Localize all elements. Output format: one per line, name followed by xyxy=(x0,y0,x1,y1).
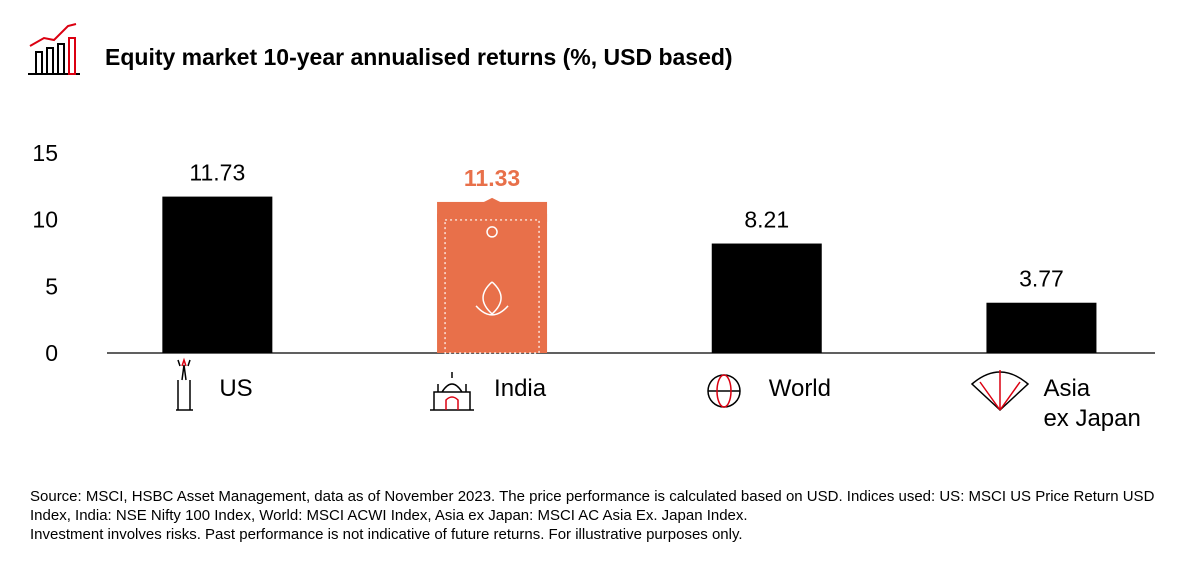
category-icons xyxy=(176,357,1030,412)
bar-pattern xyxy=(444,219,540,354)
chart-title: Equity market 10-year annualised returns… xyxy=(105,44,733,70)
value-label: 8.21 xyxy=(744,207,789,233)
bar xyxy=(711,243,822,353)
x-tick-label: Asia ex Japan xyxy=(1043,375,1141,432)
title-icon xyxy=(28,23,80,75)
x-tick-label: US xyxy=(219,375,253,402)
y-tick-label: 15 xyxy=(32,140,58,166)
y-tick-label: 10 xyxy=(32,207,58,233)
value-label: 3.77 xyxy=(1019,266,1064,292)
bar-ornament xyxy=(486,226,498,238)
bar xyxy=(437,201,548,353)
bar xyxy=(162,196,273,353)
x-tick-label: India xyxy=(494,375,547,402)
y-tick-label: 5 xyxy=(45,273,58,299)
bar-ornament xyxy=(475,281,509,316)
value-label: 11.33 xyxy=(464,165,520,191)
bar xyxy=(986,302,1097,353)
source-note: Source: MSCI, HSBC Asset Management, dat… xyxy=(30,488,1155,524)
value-label: 11.73 xyxy=(189,160,245,186)
y-tick-label: 0 xyxy=(45,340,58,366)
disclaimer: Investment involves risks. Past performa… xyxy=(30,526,743,543)
bar-ornament xyxy=(437,197,548,222)
x-tick-label: World xyxy=(768,375,831,402)
